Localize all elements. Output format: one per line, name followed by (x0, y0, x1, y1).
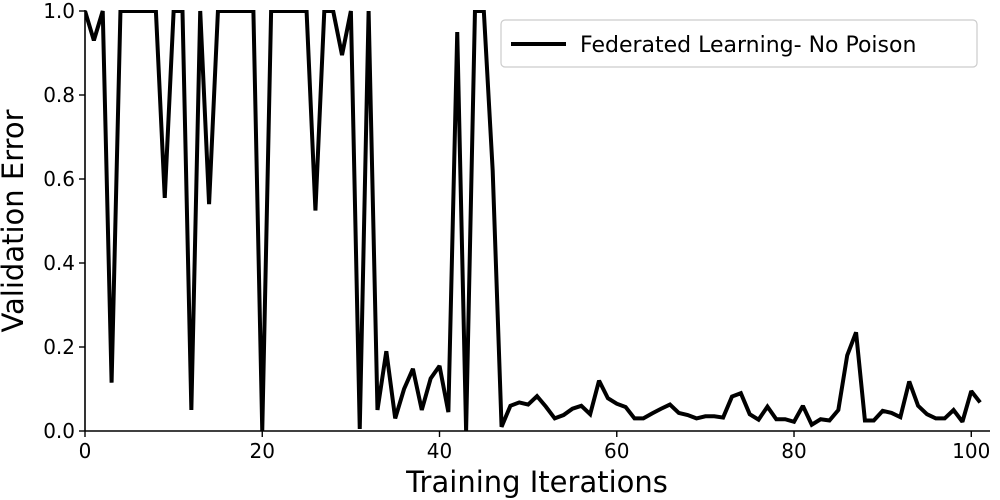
y-tick-label: 0.0 (43, 419, 75, 443)
x-tick-label: 20 (250, 439, 275, 463)
legend-box (500, 19, 978, 68)
x-tick-label: 40 (427, 439, 452, 463)
y-tick-label: 0.2 (43, 335, 75, 359)
y-tick-label: 0.8 (43, 83, 75, 107)
y-axis-label: Validation Error (0, 109, 30, 332)
y-tick-label: 1.0 (43, 0, 75, 23)
plot-area (85, 10, 982, 432)
legend-label: Federated Learning- No Poison (580, 33, 916, 58)
y-tick-label: 0.4 (43, 251, 75, 275)
series-line (85, 10, 982, 432)
x-axis-label: Training Iterations (405, 465, 668, 499)
axes (84, 10, 990, 432)
x-tick-label: 60 (604, 439, 629, 463)
x-tick-label: 100 (952, 439, 990, 463)
legend: Federated Learning- No Poison (500, 19, 978, 68)
x-tick-label: 0 (79, 439, 92, 463)
y-tick-label: 0.6 (43, 167, 75, 191)
x-tick-label: 80 (781, 439, 806, 463)
y-ticks: 0.0 0.2 0.4 0.6 0.8 1.0 (43, 0, 85, 443)
x-ticks: 0 20 40 60 80 100 (79, 431, 990, 463)
